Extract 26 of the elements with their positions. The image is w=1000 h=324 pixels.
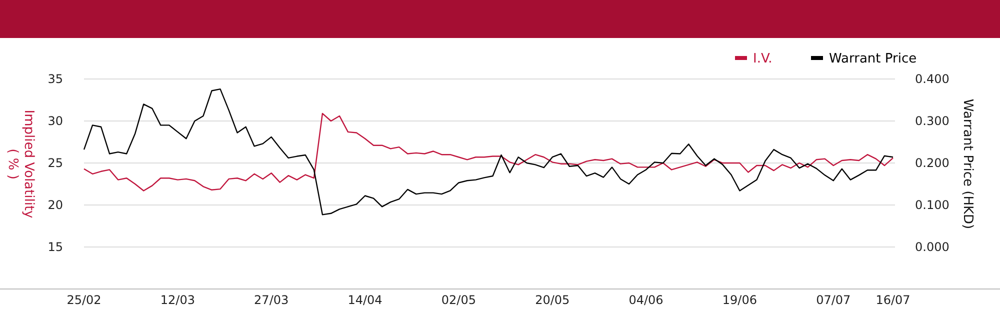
line-series	[83, 88, 894, 216]
x-tick-label: 25/02	[66, 293, 102, 307]
x-tick-label: 27/03	[254, 293, 289, 307]
x-tick-label: 14/04	[348, 293, 382, 307]
x-tick-label: 04/06	[628, 293, 664, 307]
y-tick-label: 20	[48, 198, 63, 212]
x-tick-label: 16/07	[876, 293, 910, 307]
y2-axis-title: Warrant Price (HKD)	[960, 98, 975, 230]
y-tick-label: 30	[48, 114, 63, 128]
y2-tick-label: 0.200	[915, 156, 950, 170]
y-tick-label: 25	[48, 156, 63, 170]
y2-tick-label: 0.000	[915, 240, 950, 254]
legend-label: Warrant Price	[829, 52, 917, 67]
legend-label: I.V.	[753, 52, 772, 67]
x-tick-label: 12/03	[160, 293, 195, 307]
y-tick-label: 35	[48, 72, 63, 86]
y-axis-title: Implied Volatility ( % )	[5, 110, 36, 219]
y2-tick-label: 0.400	[915, 72, 950, 86]
x-tick-label: 19/06	[722, 293, 758, 307]
y2-tick-label: 0.100	[915, 198, 950, 212]
x-tick-label: 02/05	[441, 293, 476, 307]
y-tick-label: 15	[48, 240, 63, 254]
x-tick-label: 07/07	[816, 293, 851, 307]
y2-tick-label: 0.300	[915, 114, 950, 128]
line-series	[83, 112, 894, 192]
x-tick-label: 20/05	[535, 293, 570, 307]
